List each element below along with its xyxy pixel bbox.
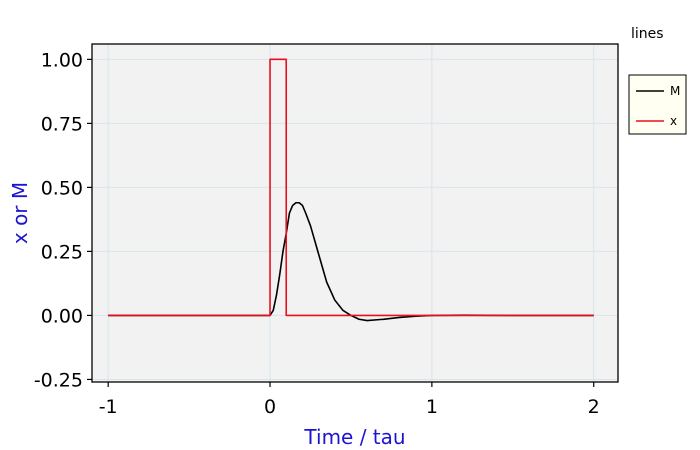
x-tick-label: -1: [99, 396, 118, 418]
x-tick-label: 2: [588, 396, 600, 418]
series-layer: [108, 58, 594, 322]
x-axis-label: Time / tau: [303, 425, 405, 449]
axis-ticks: -1 0 1 2 -0.25 0.00 0.25 0.50 0.75 1.00: [34, 49, 600, 418]
x-tick-label: 0: [264, 396, 276, 418]
y-axis-label: x or M: [8, 182, 32, 244]
x-tick-label: 1: [426, 396, 438, 418]
plot-frame: [91, 43, 619, 383]
plot-background: [92, 44, 618, 382]
y-tick-label: 0.00: [41, 305, 83, 327]
legend-box: [628, 74, 687, 135]
y-tick-label: 1.00: [41, 49, 83, 71]
y-tick-label: 0.25: [41, 241, 83, 263]
y-tick-label: -0.25: [34, 369, 83, 391]
legend-label-x: x: [670, 114, 677, 128]
y-tick-label: 0.50: [41, 177, 83, 199]
legend-label-M: M: [670, 84, 680, 98]
series-line-M: [108, 201, 594, 322]
legend-title: lines: [631, 26, 664, 42]
series-line-x: [108, 58, 594, 317]
y-tick-label: 0.75: [41, 113, 83, 135]
legend: lines Mx: [628, 26, 687, 135]
